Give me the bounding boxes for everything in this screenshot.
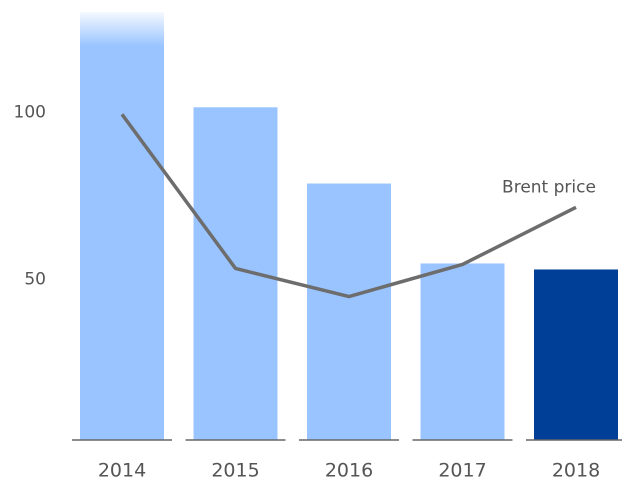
line-label: Brent price [502,177,596,197]
x-tick-label: 2014 [98,460,146,482]
x-tick-label: 2018 [552,460,600,482]
x-tick-label: 2015 [211,460,259,482]
line-series [120,113,577,299]
bar [420,263,505,440]
y-tick-label: 100 [14,102,46,122]
bar [80,12,164,440]
bar [307,183,391,441]
bar [534,269,618,440]
bar [193,107,278,440]
y-tick-label: 50 [24,270,46,290]
x-tick-label: 2017 [438,460,486,482]
x-tick-label: 2016 [325,460,373,482]
